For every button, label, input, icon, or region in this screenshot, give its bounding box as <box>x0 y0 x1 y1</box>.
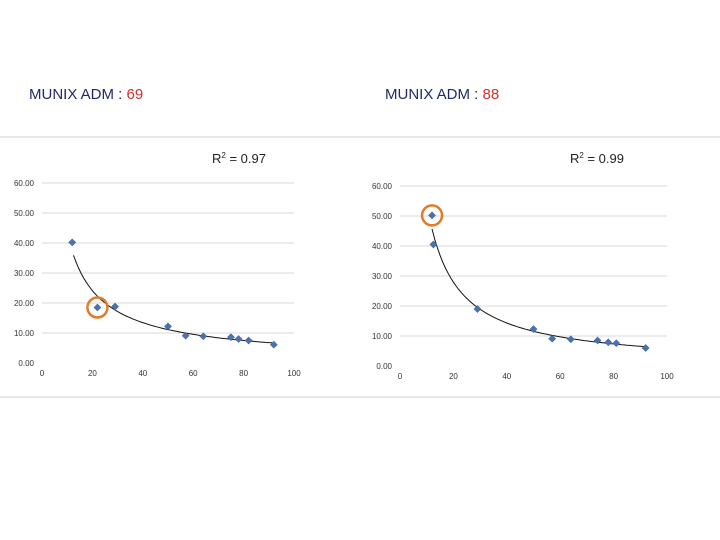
y-tick-label: 20.00 <box>372 302 393 311</box>
y-tick-label: 60.00 <box>14 179 35 188</box>
data-point <box>227 333 235 342</box>
x-tick-label: 100 <box>287 369 301 378</box>
scatter-plot-left: 0.00 10.00 20.00 30.00 40.00 50.00 60.00 0 20 40 6… <box>14 179 301 378</box>
y-tick-label: 30.00 <box>372 272 393 281</box>
scatter-plot-right: 0.00 10.00 20.00 30.00 40.00 50.00 60.00 0 20 40 6… <box>372 182 674 381</box>
x-tick-label: 20 <box>449 372 458 381</box>
r2-annotation-right: R2 = 0.99 <box>570 151 624 166</box>
y-tick-label: 0.00 <box>376 362 392 371</box>
data-point <box>199 332 208 341</box>
x-tick-label: 60 <box>189 369 198 378</box>
title-value: 69 <box>126 86 144 103</box>
highlight-ring <box>86 296 109 319</box>
data-point <box>429 240 438 249</box>
data-point <box>548 334 557 343</box>
y-tick-label: 30.00 <box>14 269 35 278</box>
trend-line <box>431 228 646 348</box>
data-point <box>68 238 77 247</box>
highlight-ring <box>420 204 444 227</box>
data-point <box>428 211 436 220</box>
r2-annotation-left: R2 = 0.97 <box>212 151 266 166</box>
data-point <box>93 303 102 312</box>
y-tick-label: 40.00 <box>14 239 35 248</box>
x-tick-label: 80 <box>609 372 618 381</box>
x-tick-label: 0 <box>398 372 403 381</box>
x-tick-label: 40 <box>138 369 147 378</box>
data-point <box>164 322 172 331</box>
y-tick-label: 20.00 <box>14 299 35 308</box>
y-tick-label: 0.00 <box>18 359 34 368</box>
x-tick-label: 60 <box>556 372 565 381</box>
data-point <box>604 338 613 347</box>
y-tick-label: 40.00 <box>372 242 393 251</box>
data-point <box>234 335 243 343</box>
y-tick-label: 50.00 <box>372 212 393 221</box>
data-point <box>111 302 120 311</box>
x-tick-label: 0 <box>40 369 45 378</box>
data-point <box>612 339 621 348</box>
data-point <box>473 305 482 313</box>
x-tick-label: 20 <box>88 369 97 378</box>
title-label: MUNIX ADM : <box>29 86 127 103</box>
data-point <box>641 344 650 352</box>
title-label: MUNIX ADM : <box>385 86 483 103</box>
x-tick-label: 40 <box>502 372 511 381</box>
data-point <box>593 336 602 345</box>
data-point <box>269 340 278 349</box>
data-point <box>566 335 575 344</box>
chart-title-right: MUNIX ADM : 88 <box>385 86 499 103</box>
data-point <box>244 336 253 345</box>
y-tick-label: 10.00 <box>372 332 393 341</box>
title-value: 88 <box>482 86 500 103</box>
x-tick-label: 100 <box>660 372 674 381</box>
x-tick-label: 80 <box>239 369 248 378</box>
chart-title-left: MUNIX ADM : 69 <box>29 86 143 103</box>
data-point <box>529 325 538 334</box>
y-tick-label: 60.00 <box>372 182 393 191</box>
y-tick-label: 50.00 <box>14 209 35 218</box>
y-tick-label: 10.00 <box>14 329 35 338</box>
data-point <box>181 331 190 340</box>
